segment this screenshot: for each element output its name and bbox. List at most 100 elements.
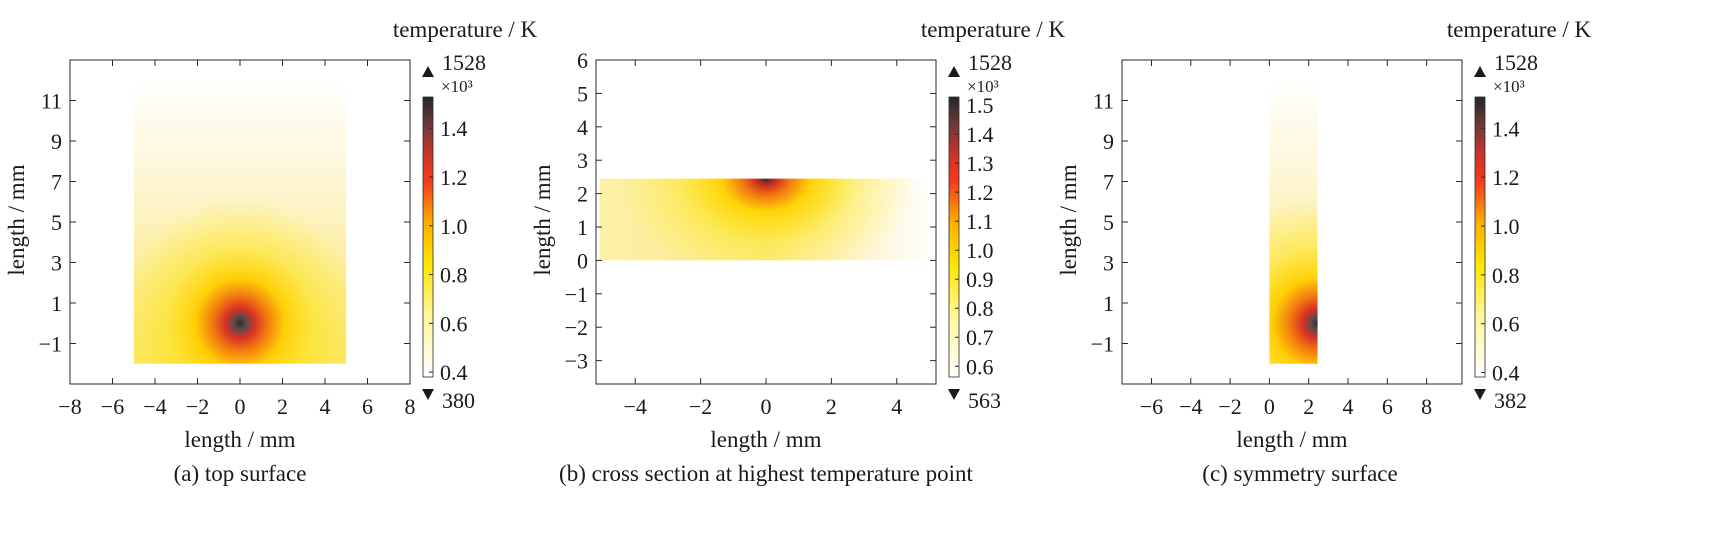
colorbar-tick-label: 0.8 bbox=[1492, 263, 1520, 288]
y-axis-label: length / mm bbox=[530, 164, 555, 275]
x-tick-label: −2 bbox=[186, 394, 209, 419]
y-axis-label: length / mm bbox=[4, 164, 29, 275]
y-tick-label: 1 bbox=[1103, 291, 1114, 316]
colorbar-scale-label: ×10³ bbox=[1493, 77, 1525, 96]
panel-caption: (a) top surface bbox=[174, 461, 307, 486]
panel-2: −6 −4 −2 0 2 4 6 8 −1 1 3 5 7 9 11 length / mm length / … bbox=[1056, 17, 1592, 486]
colorbar-max-triangle bbox=[948, 66, 960, 77]
colorbar-scale-label: ×10³ bbox=[967, 77, 999, 96]
x-tick-label: 8 bbox=[1421, 394, 1432, 419]
x-tick-label: 4 bbox=[891, 394, 902, 419]
y-tick-label: −2 bbox=[565, 315, 588, 340]
y-tick-label: 3 bbox=[51, 251, 62, 276]
y-tick-label: 5 bbox=[1103, 210, 1114, 235]
x-tick-label: −6 bbox=[101, 394, 124, 419]
x-tick-label: −4 bbox=[143, 394, 166, 419]
colorbar-tick-label: 0.8 bbox=[440, 263, 468, 288]
colorbar-tick-label: 1.4 bbox=[1492, 116, 1520, 141]
colorbar-max-triangle bbox=[422, 66, 434, 77]
colorbar-scale-label: ×10³ bbox=[441, 77, 473, 96]
colorbar-max-label: 1528 bbox=[442, 50, 486, 75]
panel-0: −8 −6 −4 −2 0 2 4 6 8 −1 1 3 5 7 9 11 length / mm length … bbox=[4, 17, 538, 486]
colorbar-max-label: 1528 bbox=[1494, 50, 1538, 75]
x-tick-label: 0 bbox=[761, 394, 772, 419]
y-tick-label: 9 bbox=[1103, 129, 1114, 154]
colorbar-min-triangle bbox=[422, 389, 434, 400]
colorbar-title: temperature / K bbox=[393, 17, 538, 42]
y-tick-label: 3 bbox=[1103, 251, 1114, 276]
colorbar-tick-label: 1.1 bbox=[966, 209, 994, 234]
x-axis-label: length / mm bbox=[1236, 427, 1347, 452]
x-tick-label: −8 bbox=[58, 394, 81, 419]
colorbar-min-triangle bbox=[948, 389, 960, 400]
panels: −8 −6 −4 −2 0 2 4 6 8 −1 1 3 5 7 9 11 length / mm length … bbox=[4, 17, 1592, 486]
x-tick-label: 8 bbox=[405, 394, 416, 419]
colorbar-tick-label: 1.4 bbox=[966, 122, 994, 147]
x-tick-label: 0 bbox=[1264, 394, 1275, 419]
y-tick-label: 7 bbox=[1103, 170, 1114, 195]
colorbar-tick-label: 1.2 bbox=[1492, 165, 1520, 190]
colorbar-tick-label: 0.6 bbox=[966, 354, 994, 379]
y-tick-label: 11 bbox=[41, 89, 62, 114]
x-tick-label: 6 bbox=[1382, 394, 1393, 419]
temperature-field bbox=[1269, 80, 1318, 364]
colorbar-tick-label: 1.5 bbox=[966, 93, 994, 118]
hot-spot bbox=[133, 198, 347, 364]
colorbar-min-label: 382 bbox=[1494, 388, 1527, 413]
colorbar-tick-label: 0.7 bbox=[966, 325, 994, 350]
x-tick-label: −2 bbox=[689, 394, 712, 419]
hot-spot bbox=[1269, 198, 1318, 364]
panel-1: −4 −2 0 2 4 6 5 4 3 2 1 0 −1 −2 −3 length / mm length / … bbox=[530, 17, 1066, 486]
x-tick-label: 2 bbox=[826, 394, 837, 419]
y-tick-label: 5 bbox=[51, 210, 62, 235]
colorbar-tick-label: 0.4 bbox=[440, 360, 468, 385]
x-axis-label: length / mm bbox=[710, 427, 821, 452]
y-tick-label: 9 bbox=[51, 129, 62, 154]
x-tick-label: −4 bbox=[624, 394, 647, 419]
y-tick-label: 0 bbox=[577, 248, 588, 273]
temperature-field bbox=[133, 80, 347, 364]
y-tick-label: −1 bbox=[565, 282, 588, 307]
y-tick-label: 7 bbox=[51, 170, 62, 195]
y-axis-label: length / mm bbox=[1056, 164, 1081, 275]
y-tick-label: −1 bbox=[1091, 332, 1114, 357]
x-tick-label: 4 bbox=[1343, 394, 1354, 419]
y-tick-label: 11 bbox=[1093, 89, 1114, 114]
colorbar-tick-label: 0.6 bbox=[440, 311, 468, 336]
x-tick-label: 6 bbox=[362, 394, 373, 419]
y-tick-label: 1 bbox=[51, 291, 62, 316]
y-tick-label: 4 bbox=[577, 115, 588, 140]
colorbar-tick-label: 1.2 bbox=[966, 180, 994, 205]
x-axis-label: length / mm bbox=[184, 427, 295, 452]
colorbar-tick-label: 1.3 bbox=[966, 151, 994, 176]
y-tick-label: −3 bbox=[565, 349, 588, 374]
colorbar-tick-label: 0.8 bbox=[966, 296, 994, 321]
colorbar-title: temperature / K bbox=[921, 17, 1066, 42]
colorbar-bar bbox=[1474, 96, 1486, 378]
colorbar-min-label: 563 bbox=[968, 388, 1001, 413]
colorbar-max-triangle bbox=[1474, 66, 1486, 77]
x-tick-label: 0 bbox=[235, 394, 246, 419]
colorbar-min-label: 380 bbox=[442, 388, 475, 413]
y-tick-label: 6 bbox=[577, 48, 588, 73]
colorbar-min-triangle bbox=[1474, 389, 1486, 400]
colorbar-title: temperature / K bbox=[1447, 17, 1592, 42]
x-tick-label: −4 bbox=[1179, 394, 1202, 419]
colorbar-tick-label: 0.9 bbox=[966, 267, 994, 292]
colorbar-tick-label: 1.2 bbox=[440, 165, 468, 190]
y-tick-label: 3 bbox=[577, 148, 588, 173]
y-tick-label: 2 bbox=[577, 182, 588, 207]
x-tick-label: 2 bbox=[1303, 394, 1314, 419]
colorbar-tick-label: 1.4 bbox=[440, 116, 468, 141]
hot-spot bbox=[616, 178, 916, 261]
colorbar-max-label: 1528 bbox=[968, 50, 1012, 75]
x-tick-label: −2 bbox=[1218, 394, 1241, 419]
y-tick-label: −1 bbox=[39, 332, 62, 357]
colorbar-tick-label: 1.0 bbox=[1492, 214, 1520, 239]
y-tick-label: 5 bbox=[577, 81, 588, 106]
colorbar-tick-label: 1.0 bbox=[440, 214, 468, 239]
colorbar-bar bbox=[422, 96, 434, 378]
colorbar-tick-label: 0.6 bbox=[1492, 312, 1520, 337]
x-tick-label: −6 bbox=[1140, 394, 1163, 419]
